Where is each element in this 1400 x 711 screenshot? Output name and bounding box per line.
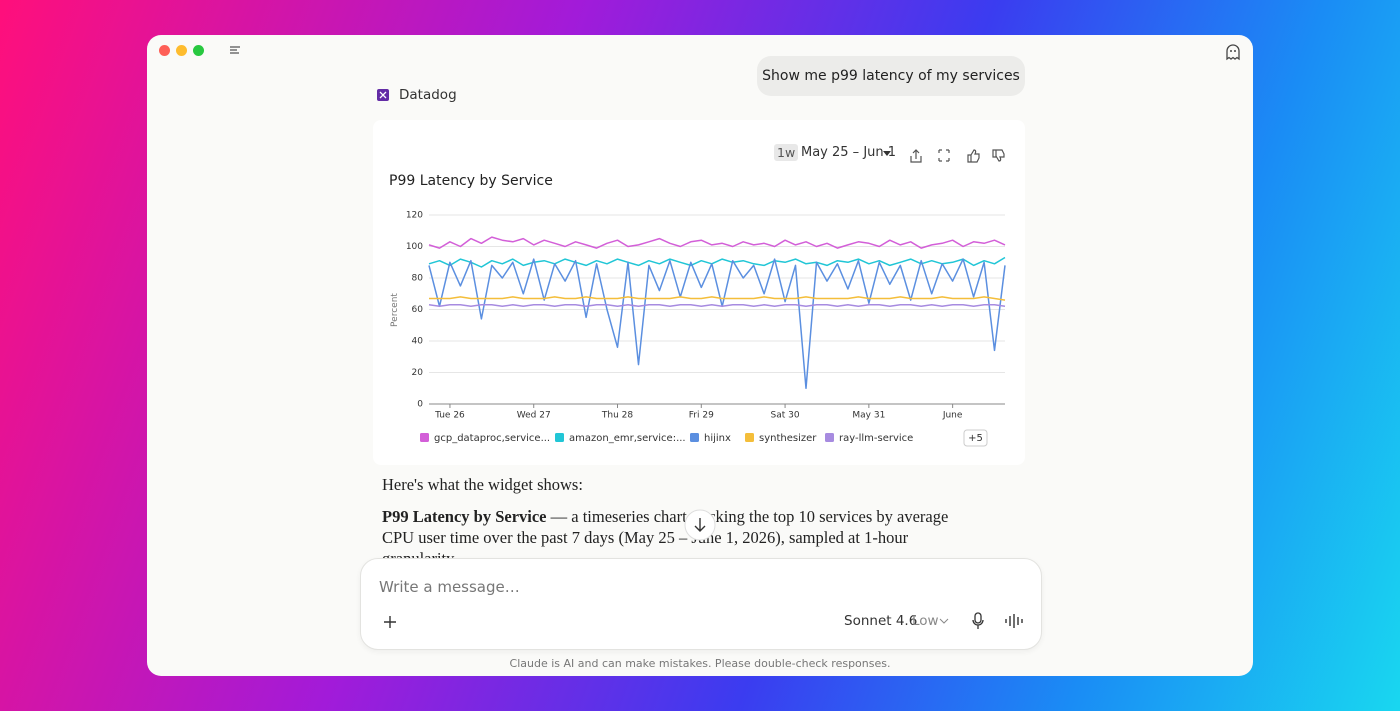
voice-button[interactable] [1004,613,1024,629]
legend-label: ray-llm-service [839,433,913,444]
message-input[interactable]: Write a message… [379,578,520,596]
legend-swatch [745,433,754,442]
y-tick-label: 40 [412,337,424,347]
date-range[interactable]: May 25 – Jun 1 [801,145,897,160]
y-tick-label: 0 [417,400,423,410]
series-line [428,304,1006,308]
y-tick-label: 120 [406,211,423,221]
app-window: Show me p99 latency of my services Datad… [147,35,1253,676]
response-bold: P99 Latency by Service [382,507,547,526]
expand-icon[interactable] [938,149,950,162]
response-intro: Here's what the widget shows: [382,475,583,494]
series-line [428,236,1006,249]
export-icon[interactable] [910,149,922,163]
effort-caret[interactable] [939,617,949,625]
add-button[interactable] [383,615,397,629]
chart-title: P99 Latency by Service [389,173,553,189]
more-series-label: +5 [968,433,983,444]
datadog-icon [377,89,389,101]
legend-label: hijinx [704,433,731,444]
dropdown-caret[interactable] [883,151,891,156]
sidebar-toggle[interactable] [229,45,241,55]
y-tick-label: 60 [412,305,424,315]
x-tick-label: Fri 29 [689,411,714,421]
thumbs-down[interactable] [992,149,1005,162]
minimize-button[interactable] [176,45,187,56]
legend-label: synthesizer [759,433,817,444]
chart: P99 Latency by Service Percent 0 20 40 60 80… [389,173,1006,447]
thumbs-up[interactable] [967,149,980,163]
series-line [429,296,1006,301]
x-tick-label: Wed 27 [517,411,551,421]
legend-swatch [420,433,429,442]
chart-widget: 1w May 25 – Jun 1 P99 Latency by Service… [373,120,1025,465]
x-tick-label: May 31 [852,411,885,421]
range-badge[interactable]: 1w [774,144,799,161]
legend-swatch [690,433,699,442]
zoom-button[interactable] [193,45,204,56]
x-tick-label: June [942,411,963,421]
scroll-down-button[interactable] [684,509,716,541]
legend-label: amazon_emr,service:... [569,433,686,444]
tool-name: Datadog [399,87,457,103]
user-message: Show me p99 latency of my services [757,56,1025,96]
legend-swatch [555,433,564,442]
legend-swatch [825,433,834,442]
y-tick-label: 80 [412,274,424,284]
response-paragraph: P99 Latency by Service — a timeseries ch… [382,506,982,569]
model-name[interactable]: Sonnet 4.6 [844,613,918,629]
x-tick-label: Tue 26 [434,411,465,421]
y-tick-label: 20 [412,368,424,378]
mic-button[interactable] [971,612,985,630]
response-text: — a timeseries chart tracking the top 10… [382,507,949,568]
more-series-badge[interactable] [963,429,988,447]
widget-toolbar [883,149,1005,163]
y-axis-label: Percent [390,293,400,327]
disclaimer: Claude is AI and can make mistakes. Plea… [509,657,891,670]
close-button[interactable] [159,45,170,56]
ghost-icon[interactable] [1224,43,1242,61]
composer: Write a message… Sonnet 4.6 Low [360,558,1042,650]
y-tick-label: 100 [406,242,423,252]
x-tick-label: Sat 30 [771,411,800,421]
effort-level[interactable]: Low [912,613,939,629]
series-line [428,258,1006,390]
x-tick-label: Thu 28 [601,411,633,421]
legend-label: gcp_dataproc,service... [434,433,550,444]
series-line [428,256,1006,268]
